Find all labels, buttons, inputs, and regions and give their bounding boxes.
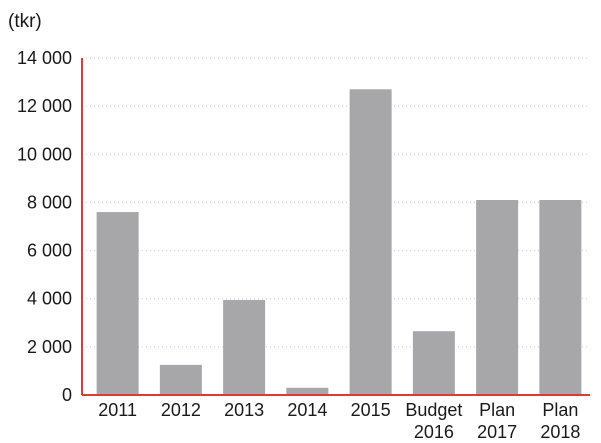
x-tick-label: 2018 <box>540 422 580 442</box>
y-unit-label: (tkr) <box>8 11 42 32</box>
bar <box>223 299 266 395</box>
y-tick-label: 4 000 <box>27 289 72 309</box>
bar <box>476 200 519 395</box>
y-tick-label: 10 000 <box>17 144 72 164</box>
bars <box>96 89 582 396</box>
bar <box>412 331 455 395</box>
x-tick-label: 2013 <box>224 400 264 420</box>
x-tick-label: 2017 <box>477 422 517 442</box>
y-tick-label: 6 000 <box>27 241 72 261</box>
bar <box>286 387 329 395</box>
x-tick-label: 2012 <box>161 400 201 420</box>
x-tick-label: 2015 <box>351 400 391 420</box>
bar <box>159 364 202 395</box>
bar <box>96 212 139 395</box>
x-tick-label: 2016 <box>414 422 454 442</box>
bar <box>539 200 582 395</box>
x-tick-labels: 2011 2012 2013 2014 2015 Budget2016Plan2017Pl… <box>98 400 580 442</box>
x-tick-label: 2014 <box>287 400 327 420</box>
y-tick-label: 8 000 <box>27 192 72 212</box>
y-tick-label: 14 000 <box>17 48 72 68</box>
x-tick-label: Plan <box>479 400 515 420</box>
bar <box>349 89 392 396</box>
x-tick-label: Budget <box>405 400 462 420</box>
x-tick-label: Plan <box>542 400 578 420</box>
x-tick-label: 2011 <box>98 400 137 420</box>
gridlines <box>82 57 590 348</box>
y-tick-label: 0 <box>62 385 72 405</box>
y-tick-label: 2 000 <box>27 337 72 357</box>
y-tick-label: 12 000 <box>17 96 72 116</box>
y-tick-labels: 0 2 000 4 000 6 000 8 000 10 000 12 000 14 000 <box>17 48 72 405</box>
